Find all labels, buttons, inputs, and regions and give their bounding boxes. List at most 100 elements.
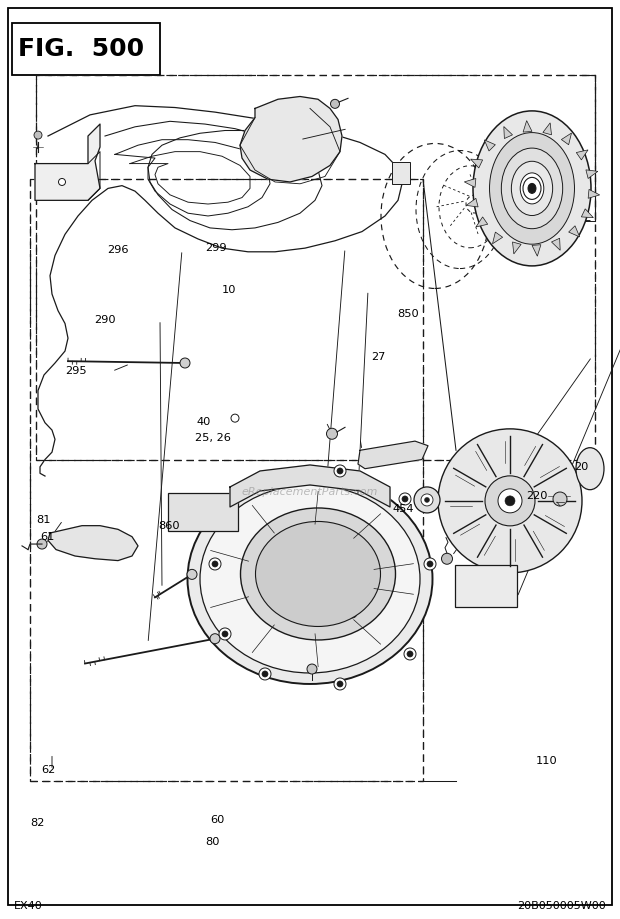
Polygon shape (48, 526, 138, 561)
Circle shape (404, 648, 416, 660)
Circle shape (498, 489, 522, 513)
Polygon shape (532, 244, 541, 256)
Bar (392, 162, 410, 184)
Text: 27: 27 (371, 352, 385, 361)
Text: 81: 81 (36, 516, 51, 525)
Text: 295: 295 (65, 367, 86, 376)
Circle shape (259, 668, 271, 680)
Circle shape (407, 651, 413, 657)
Text: 20: 20 (574, 462, 589, 471)
Text: 110: 110 (536, 756, 558, 766)
Polygon shape (484, 140, 495, 151)
Text: 454: 454 (392, 505, 414, 514)
Polygon shape (569, 226, 580, 237)
Polygon shape (523, 120, 532, 132)
Polygon shape (471, 159, 482, 168)
Polygon shape (35, 124, 100, 200)
Polygon shape (240, 96, 342, 182)
Circle shape (212, 561, 218, 567)
Polygon shape (358, 441, 428, 469)
Circle shape (187, 570, 197, 579)
Ellipse shape (473, 111, 591, 266)
Polygon shape (582, 209, 593, 218)
Text: 61: 61 (40, 532, 55, 541)
Text: EX40: EX40 (14, 901, 43, 911)
Bar (30, 179, 423, 781)
Circle shape (34, 131, 42, 139)
Circle shape (485, 476, 535, 526)
Polygon shape (513, 242, 521, 254)
Ellipse shape (523, 177, 541, 199)
Text: 62: 62 (42, 766, 55, 775)
Circle shape (553, 492, 567, 506)
Text: 20B050005W00: 20B050005W00 (517, 901, 606, 911)
Ellipse shape (520, 173, 544, 204)
Circle shape (58, 178, 66, 186)
Circle shape (334, 678, 346, 690)
Polygon shape (492, 233, 503, 244)
Bar (12, 23, 160, 75)
Text: 40: 40 (196, 417, 211, 426)
Circle shape (222, 631, 228, 637)
Circle shape (441, 553, 453, 564)
Circle shape (330, 99, 340, 108)
Ellipse shape (187, 474, 433, 684)
Circle shape (327, 428, 337, 439)
Circle shape (438, 429, 582, 573)
Text: 80: 80 (205, 837, 219, 846)
Text: 296: 296 (107, 245, 128, 255)
Ellipse shape (528, 184, 536, 193)
Ellipse shape (200, 485, 420, 673)
Circle shape (424, 558, 436, 570)
Circle shape (209, 558, 221, 570)
Bar (168, 494, 238, 531)
Circle shape (399, 493, 411, 505)
Ellipse shape (512, 161, 552, 216)
Polygon shape (504, 127, 513, 139)
Polygon shape (586, 170, 598, 178)
Polygon shape (476, 217, 488, 227)
Circle shape (347, 608, 357, 618)
Ellipse shape (502, 148, 563, 229)
Text: eReplacementParts.com: eReplacementParts.com (242, 487, 378, 496)
Circle shape (180, 358, 190, 368)
Text: 299: 299 (205, 244, 226, 253)
Ellipse shape (490, 132, 575, 244)
Circle shape (219, 628, 231, 640)
Circle shape (402, 496, 408, 502)
Circle shape (334, 465, 346, 477)
Text: 290: 290 (95, 315, 116, 324)
Text: 10: 10 (222, 286, 237, 295)
Text: 60: 60 (210, 815, 224, 824)
Circle shape (231, 414, 239, 422)
Circle shape (337, 468, 343, 474)
Circle shape (210, 634, 220, 643)
Text: 860: 860 (158, 521, 180, 530)
Circle shape (505, 496, 515, 505)
Circle shape (337, 681, 343, 687)
Circle shape (262, 671, 268, 677)
Bar (36, 75, 595, 460)
Circle shape (421, 494, 433, 506)
Text: FIG.  500: FIG. 500 (18, 37, 144, 61)
Polygon shape (552, 238, 560, 250)
Polygon shape (561, 133, 572, 144)
Text: 25, 26: 25, 26 (195, 434, 231, 443)
Circle shape (425, 497, 430, 503)
Circle shape (307, 664, 317, 674)
Bar (455, 564, 517, 607)
Text: 850: 850 (397, 310, 419, 319)
Polygon shape (543, 123, 552, 135)
Circle shape (427, 561, 433, 567)
Ellipse shape (576, 448, 604, 490)
Polygon shape (464, 178, 476, 187)
Circle shape (414, 487, 440, 513)
Text: 220: 220 (526, 492, 547, 501)
Circle shape (37, 539, 47, 549)
Polygon shape (230, 465, 390, 507)
Ellipse shape (241, 508, 396, 640)
Polygon shape (577, 150, 588, 160)
Polygon shape (588, 189, 600, 199)
Text: 82: 82 (30, 818, 45, 827)
Ellipse shape (255, 521, 381, 627)
